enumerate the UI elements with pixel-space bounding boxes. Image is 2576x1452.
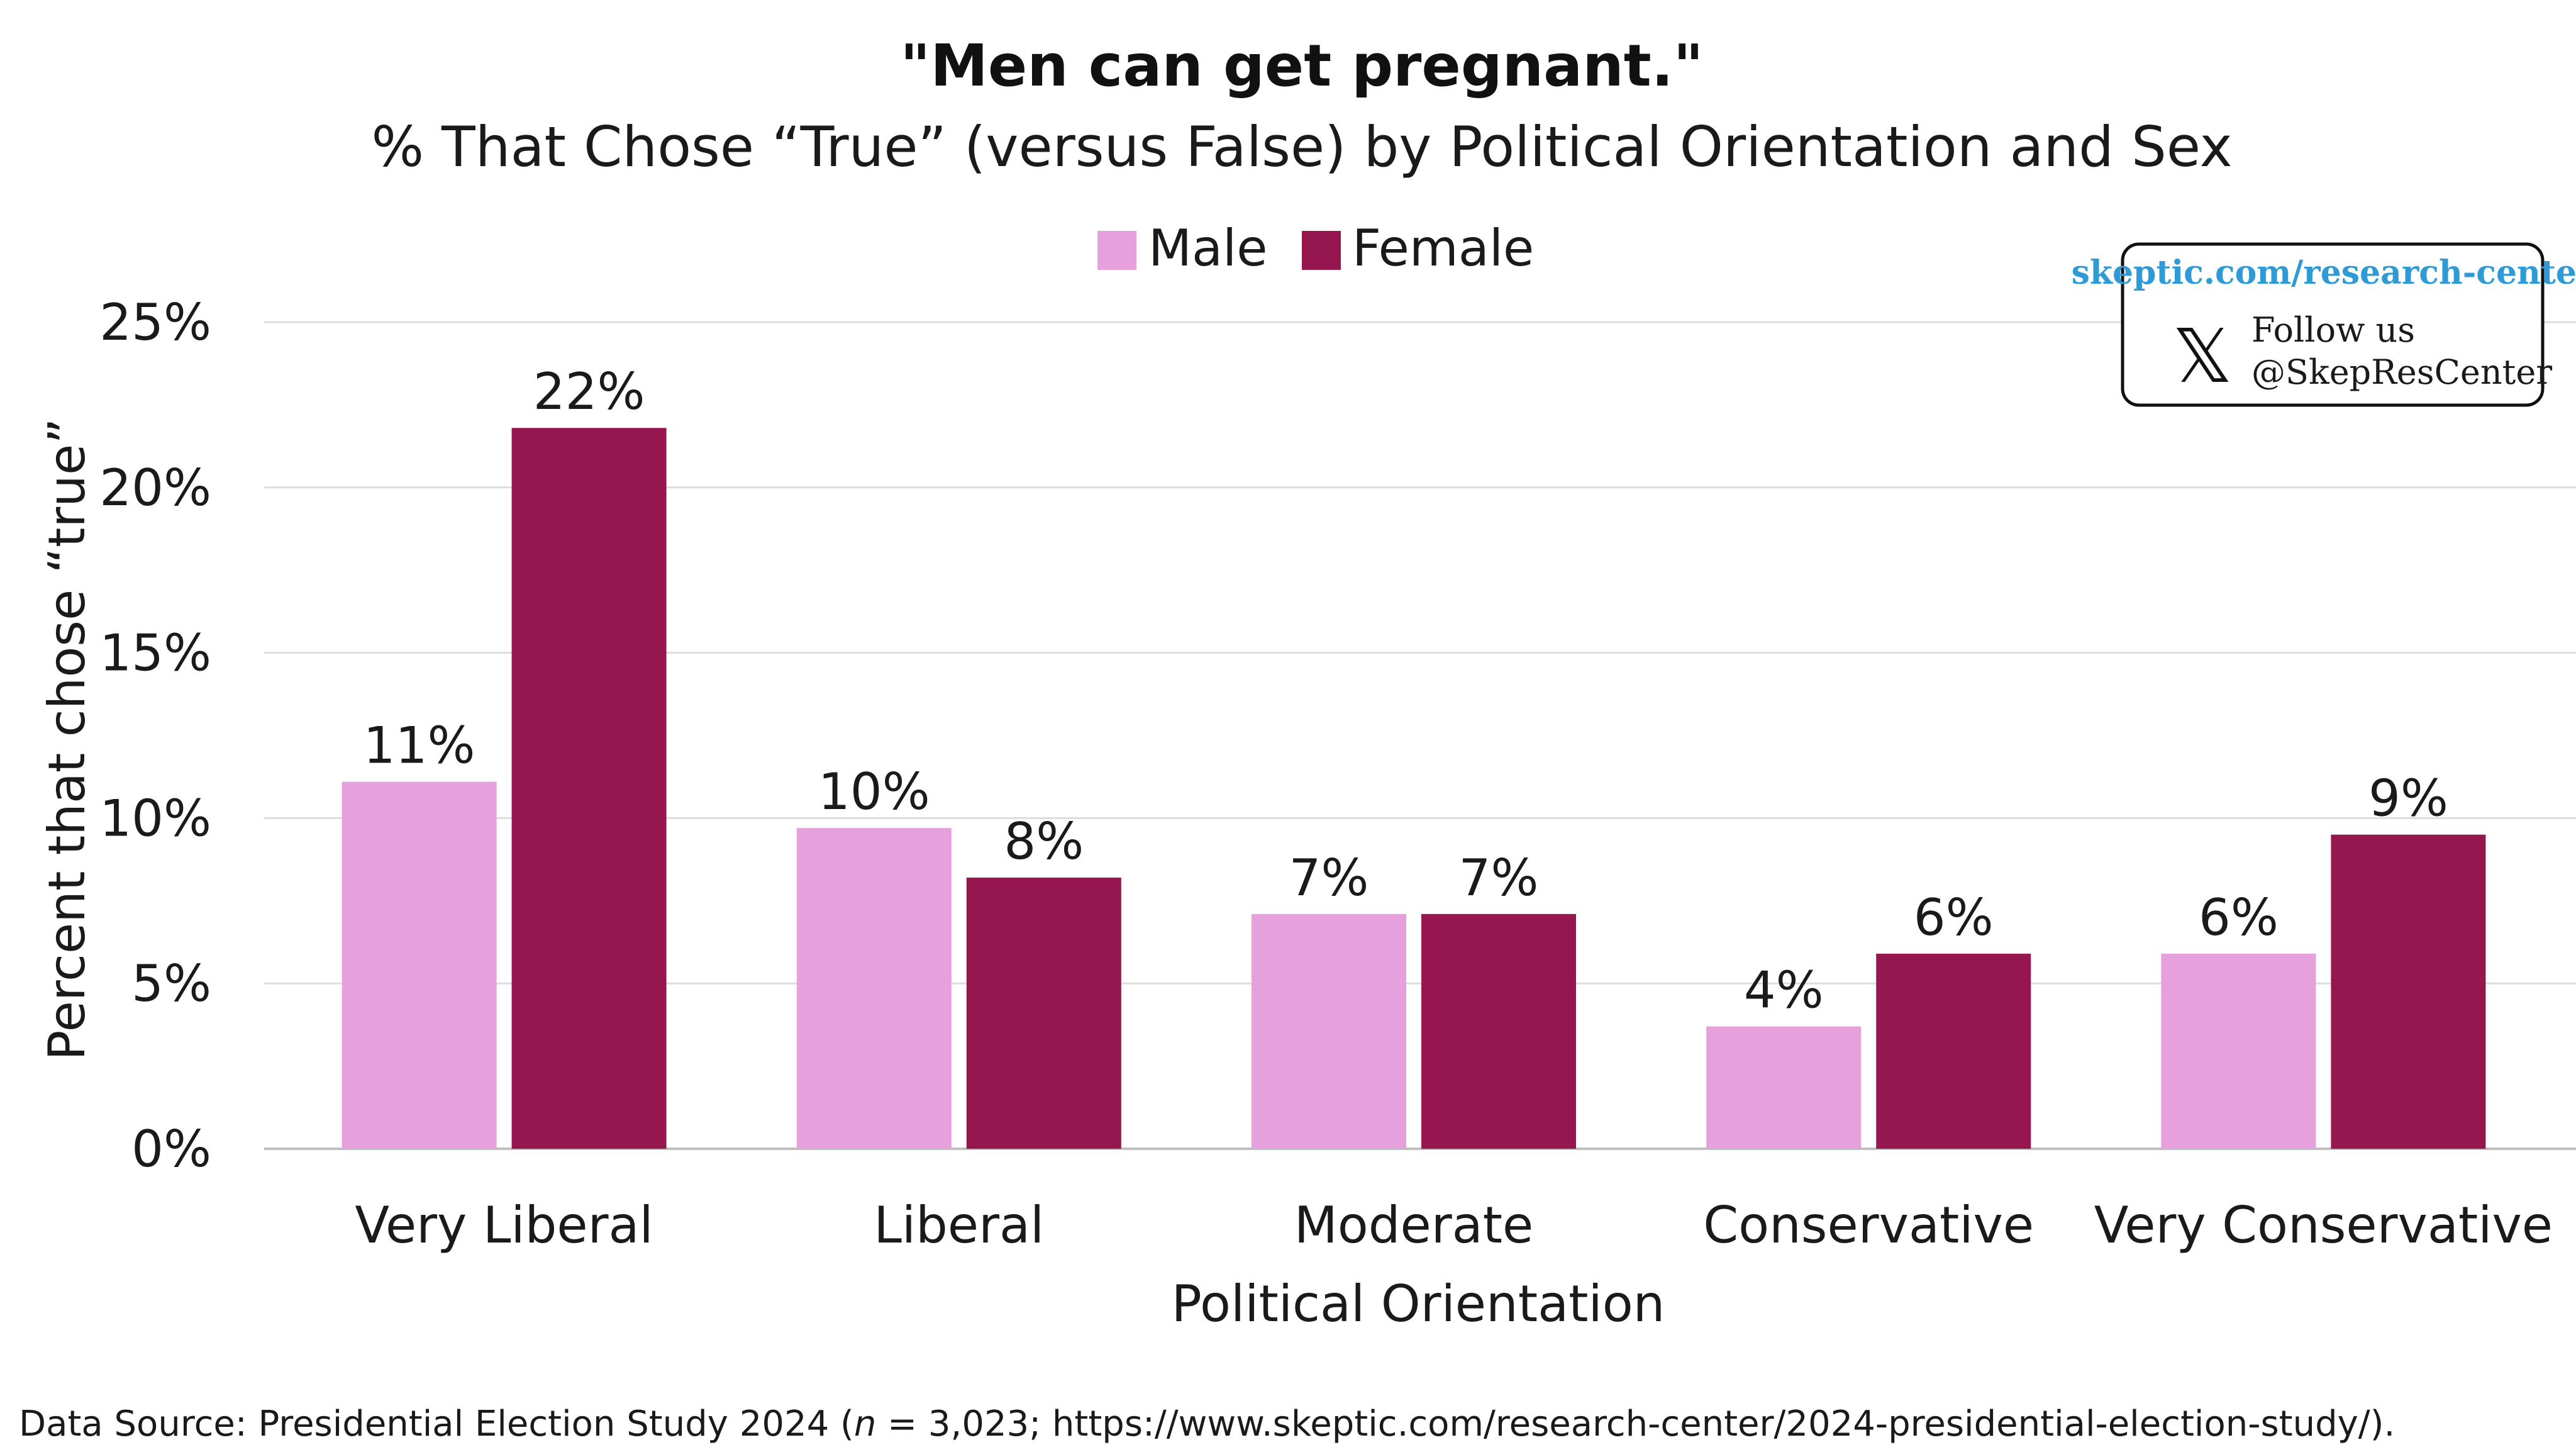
legend: Male Female xyxy=(1097,219,1534,277)
legend-label-male: Male xyxy=(1148,219,1268,277)
data-label: 7% xyxy=(1289,849,1369,907)
bar-male-conservative xyxy=(1706,1026,1862,1149)
bar-male-very-liberal xyxy=(341,781,497,1149)
x-category-label: Very Conservative xyxy=(2094,1196,2553,1254)
chart-subtitle: % That Chose “True” (versus False) by Po… xyxy=(371,114,2232,179)
bar-female-moderate xyxy=(1421,913,1576,1149)
y-tick-label: 0% xyxy=(131,1120,211,1178)
source-prefix: Data Source: Presidential Election Study… xyxy=(19,1404,854,1444)
legend-label-female: Female xyxy=(1352,219,1534,277)
data-label: 6% xyxy=(1914,888,1994,947)
twitter-handle[interactable]: @SkepResCenter xyxy=(2251,352,2552,392)
data-label: 10% xyxy=(818,762,930,821)
x-logo-icon: 𝕏 xyxy=(2172,313,2232,399)
data-label: 9% xyxy=(2368,769,2448,828)
data-label: 6% xyxy=(2199,888,2279,947)
badge-box xyxy=(2121,242,2545,407)
y-tick-label: 15% xyxy=(99,624,211,683)
bar-female-conservative xyxy=(1876,953,2031,1149)
source-suffix: = 3,023; https://www.skeptic.com/researc… xyxy=(876,1404,2395,1444)
follow-us-text: Follow us xyxy=(2251,310,2415,350)
legend-swatch-male xyxy=(1097,231,1136,270)
source-n-symbol: n xyxy=(854,1404,877,1444)
chart-title: "Men can get pregnant." xyxy=(900,32,1703,99)
y-tick-label: 20% xyxy=(99,459,211,517)
bar-male-very-conservative xyxy=(2161,953,2316,1149)
x-category-label: Very Liberal xyxy=(355,1196,653,1254)
website-link[interactable]: skeptic.com/research-center xyxy=(2072,254,2576,292)
bar-female-very-liberal xyxy=(511,428,667,1149)
data-source-note: Data Source: Presidential Election Study… xyxy=(19,1404,2395,1444)
x-axis-title: Political Orientation xyxy=(1172,1275,1665,1333)
data-label: 8% xyxy=(1004,812,1084,871)
data-labels: 11% 22% 10% 8% 7% 7% 4% 6% 6% 9% xyxy=(364,362,2448,1019)
bar-female-liberal xyxy=(966,878,1121,1149)
social-badge: skeptic.com/research-center 𝕏 Follow us … xyxy=(2072,242,2576,407)
x-category-labels: Very Liberal Liberal Moderate Conservative V… xyxy=(355,1196,2553,1254)
bar-female-very-conservative xyxy=(2331,834,2486,1149)
bars xyxy=(341,428,2486,1149)
y-axis-title: Percent that chose “true” xyxy=(38,418,96,1060)
bar-male-liberal xyxy=(796,828,952,1149)
x-category-label: Moderate xyxy=(1294,1196,1533,1254)
y-tick-label: 25% xyxy=(99,293,211,352)
data-label: 4% xyxy=(1744,961,1824,1020)
data-label: 7% xyxy=(1459,849,1539,907)
data-label: 11% xyxy=(364,717,475,775)
y-tick-label: 5% xyxy=(131,954,211,1013)
y-tick-labels: 0% 5% 10% 15% 20% 25% xyxy=(99,293,211,1178)
legend-swatch-female xyxy=(1302,231,1341,270)
data-label: 22% xyxy=(533,362,645,421)
y-tick-label: 10% xyxy=(99,789,211,847)
x-category-label: Liberal xyxy=(874,1196,1044,1254)
bar-male-moderate xyxy=(1252,913,1406,1149)
x-category-label: Conservative xyxy=(1703,1196,2034,1254)
